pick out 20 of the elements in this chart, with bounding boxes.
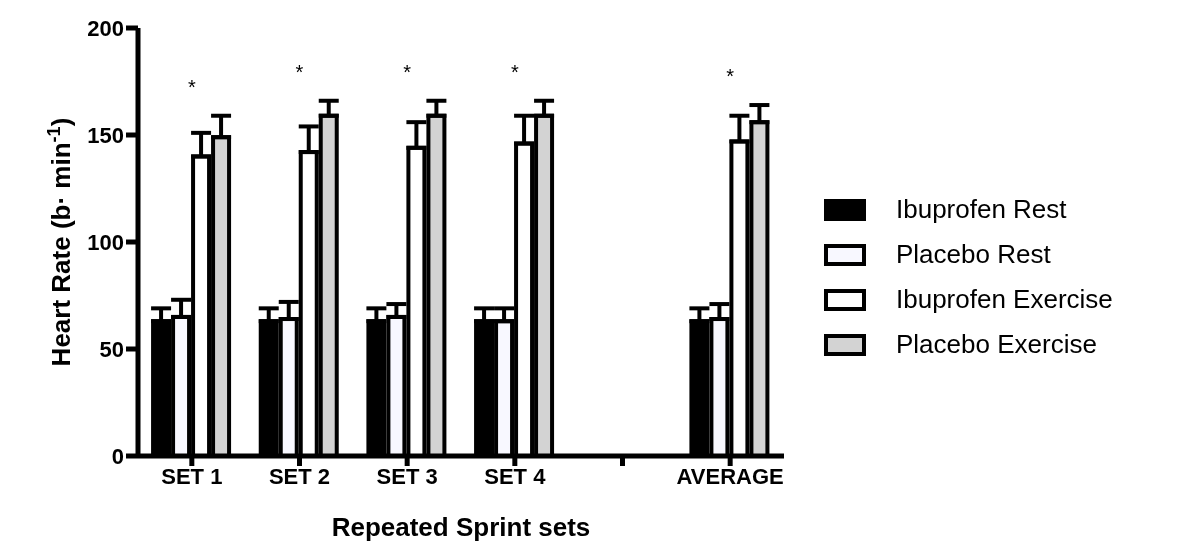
y-tick-label: 100 xyxy=(87,229,124,255)
y-tick-label: 200 xyxy=(87,15,124,41)
legend-label: Ibuprofen Rest xyxy=(896,194,1067,225)
x-tick-label: SET 1 xyxy=(161,463,223,489)
x-axis-title: Repeated Sprint sets xyxy=(331,512,591,542)
x-tick-label: SET 3 xyxy=(376,463,438,489)
x-tick-label: SET 4 xyxy=(484,463,547,489)
x-tick-label: AVERAGE xyxy=(676,463,784,489)
annotation: * xyxy=(726,65,735,88)
annotation: * xyxy=(510,60,519,83)
x-tick-label: SET 2 xyxy=(268,463,331,489)
annotation: * xyxy=(403,60,412,83)
y-tick-label: 50 xyxy=(99,336,124,362)
legend-label: Placebo Exercise xyxy=(896,329,1097,360)
legend-label: Ibuprofen Exercise xyxy=(896,284,1113,315)
y-tick-label: 0 xyxy=(111,443,124,469)
annotation: * xyxy=(295,60,304,83)
annotation: * xyxy=(187,75,196,98)
y-tick-label: 150 xyxy=(87,122,124,148)
legend-label: Placebo Rest xyxy=(896,239,1051,270)
